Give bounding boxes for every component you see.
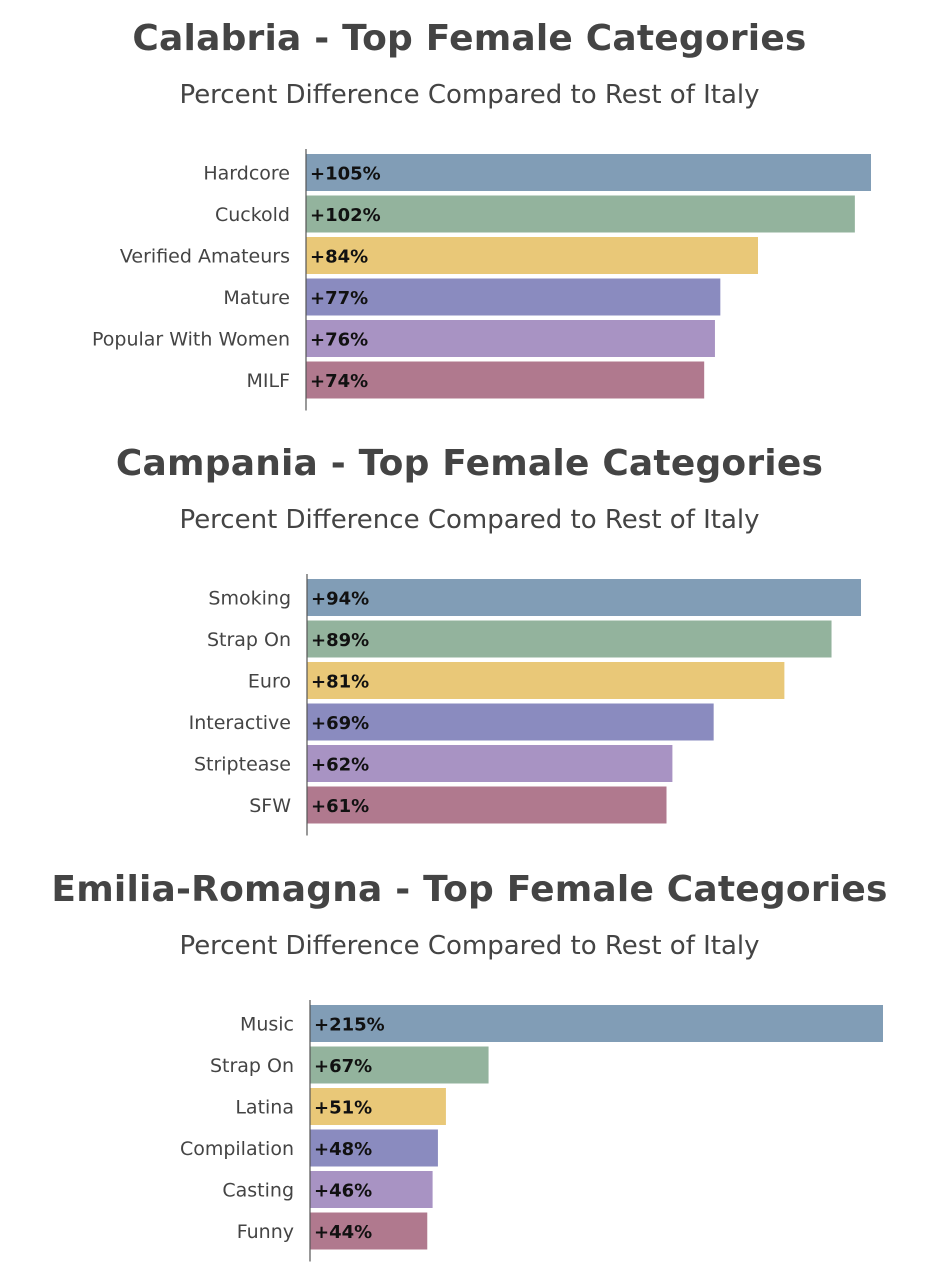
category-label: Music <box>240 1014 294 1036</box>
bar-strap-on <box>310 1046 489 1084</box>
category-label: Funny <box>237 1221 294 1243</box>
category-label: Latina <box>235 1097 294 1119</box>
value-label: +76% <box>310 330 368 351</box>
category-label: Interactive <box>189 712 291 734</box>
category-label: Smoking <box>208 588 291 610</box>
value-label: +102% <box>310 205 381 226</box>
chart-title: Campania - Top Female Categories <box>115 443 824 484</box>
value-label: +74% <box>310 371 368 392</box>
chart-campania: Campania - Top Female Categories Percent… <box>0 425 939 850</box>
category-label: Compilation <box>180 1138 294 1160</box>
bar-smoking <box>307 579 861 616</box>
chart-title: Calabria - Top Female Categories <box>132 18 807 59</box>
bar-plot: Music +215% Strap On +67% Latina +51% Compilat… <box>180 1000 883 1262</box>
value-label: +67% <box>314 1056 372 1077</box>
category-label: Euro <box>248 671 291 693</box>
value-label: +81% <box>311 672 369 693</box>
value-label: +215% <box>314 1015 385 1036</box>
chart-title: Emilia-Romagna - Top Female Categories <box>51 869 888 910</box>
category-label: Verified Amateurs <box>120 246 290 268</box>
value-label: +94% <box>311 589 369 610</box>
value-label: +84% <box>310 247 368 268</box>
bar-casting <box>310 1171 433 1208</box>
category-label: Mature <box>223 287 290 309</box>
value-label: +62% <box>311 755 369 776</box>
bar-plot: Hardcore +105% Cuckold +102% Verified Amateu… <box>92 149 871 411</box>
category-label: MILF <box>246 370 290 392</box>
category-label: SFW <box>249 795 291 817</box>
value-label: +89% <box>311 630 369 651</box>
bar-sfw <box>307 786 667 824</box>
bar-striptease <box>307 745 673 782</box>
chart-calabria: Calabria - Top Female Categories Percent… <box>0 0 939 425</box>
value-label: +61% <box>311 796 369 817</box>
category-label: Striptease <box>194 754 291 776</box>
bar-milf <box>306 361 705 399</box>
category-label: Strap On <box>207 629 291 651</box>
bar-hardcore <box>306 154 871 191</box>
chart-subtitle: Percent Difference Compared to Rest of I… <box>179 80 760 110</box>
value-label: +77% <box>310 288 368 309</box>
category-label: Popular With Women <box>92 329 290 351</box>
value-label: +46% <box>314 1181 372 1202</box>
category-label: Strap On <box>210 1055 294 1077</box>
bar-latina <box>310 1088 446 1125</box>
bar-music <box>310 1005 883 1042</box>
chart-emilia-romagna: Emilia-Romagna - Top Female Categories P… <box>0 851 939 1284</box>
bar-verified-amateurs <box>306 237 758 274</box>
value-label: +48% <box>314 1139 372 1160</box>
value-label: +69% <box>311 713 369 734</box>
bar-strap-on <box>307 620 832 658</box>
category-label: Cuckold <box>215 204 290 226</box>
value-label: +105% <box>310 164 381 185</box>
bar-cuckold <box>306 195 855 233</box>
category-label: Casting <box>222 1180 294 1202</box>
category-label: Hardcore <box>203 163 290 185</box>
bar-compilation <box>310 1129 438 1167</box>
value-label: +44% <box>314 1222 372 1243</box>
chart-subtitle: Percent Difference Compared to Rest of I… <box>179 505 760 535</box>
bar-popular-with-women <box>306 320 715 357</box>
chart-subtitle: Percent Difference Compared to Rest of I… <box>179 931 760 961</box>
bar-funny <box>310 1212 428 1250</box>
bar-euro <box>307 662 785 699</box>
bar-mature <box>306 278 721 316</box>
value-label: +51% <box>314 1098 372 1119</box>
bar-interactive <box>307 703 714 741</box>
bar-plot: Smoking +94% Strap On +89% Euro +81% Interacti… <box>189 574 861 836</box>
